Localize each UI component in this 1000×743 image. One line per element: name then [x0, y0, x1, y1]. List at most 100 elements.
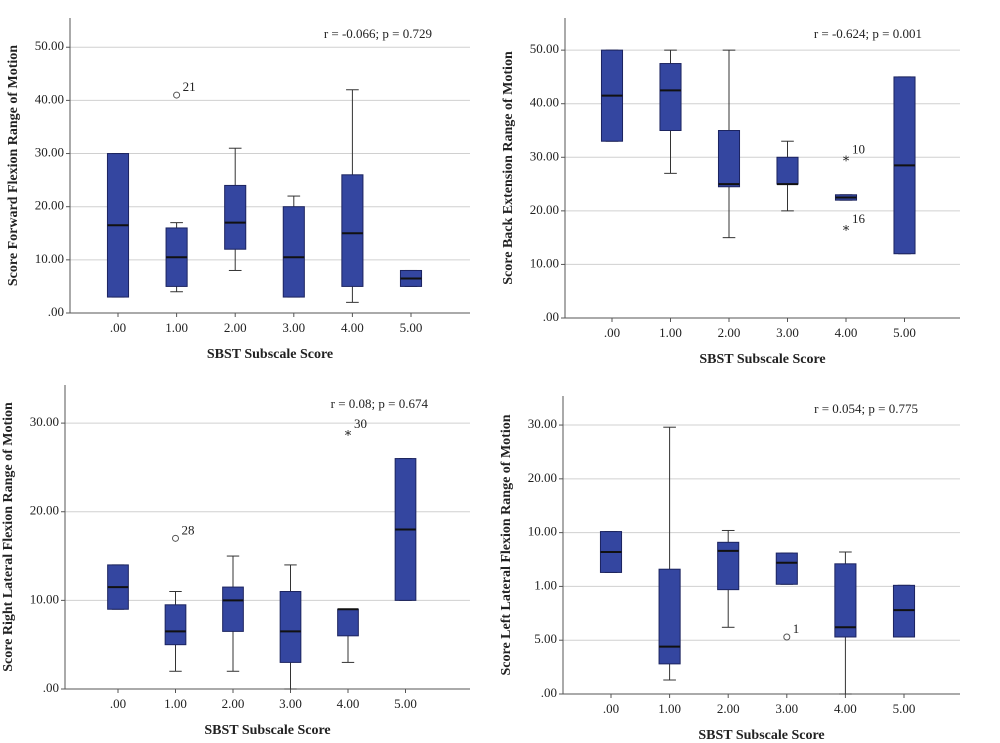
box — [834, 551, 857, 695]
box — [893, 76, 916, 255]
box-body — [164, 604, 187, 646]
x-axis-title: SBST Subscale Score — [699, 352, 825, 367]
annotation: r = -0.624; p = 0.001 — [814, 26, 922, 41]
y-tick-label: 10.00 — [35, 251, 64, 266]
x-tick-label: .00 — [603, 701, 619, 716]
x-tick-label: 3.00 — [775, 701, 798, 716]
y-tick-label: 50.00 — [35, 38, 64, 53]
x-tick-label: .00 — [110, 696, 126, 711]
x-tick-label: 3.00 — [776, 325, 799, 340]
outlier-label: 10 — [852, 141, 865, 156]
box — [394, 458, 417, 601]
y-tick-label: 20.00 — [528, 470, 557, 485]
y-tick-label: 30.00 — [530, 148, 559, 163]
y-axis-title: Score Left Lateral Flexion Range of Moti… — [499, 414, 514, 675]
y-tick-label: 20.00 — [30, 503, 59, 518]
box — [106, 153, 130, 298]
outlier: ∗ — [842, 220, 851, 235]
box — [776, 140, 799, 212]
x-axis-title: SBST Subscale Score — [204, 723, 330, 738]
x-tick-label: 4.00 — [834, 701, 857, 716]
y-axis-title: Score Forward Flexion Range of Motion — [6, 45, 21, 286]
outlier — [172, 534, 179, 542]
box-body — [282, 206, 305, 298]
y-axis-title: Score Right Lateral Flexion Range of Mot… — [1, 402, 16, 672]
x-tick-label: 5.00 — [394, 696, 417, 711]
y-tick-label: 40.00 — [530, 95, 559, 110]
y-tick-label: 30.00 — [35, 145, 64, 160]
annotation: r = -0.066; p = 0.729 — [324, 26, 432, 41]
y-tick-label: 20.00 — [530, 202, 559, 217]
box-body — [775, 552, 798, 585]
x-tick-label: 3.00 — [282, 320, 305, 335]
outlier: ∗ — [344, 425, 353, 440]
box — [717, 529, 740, 628]
outlier-label: 1 — [793, 621, 800, 636]
y-tick-label: 40.00 — [35, 91, 64, 106]
box — [659, 49, 682, 174]
box — [834, 194, 858, 201]
x-tick-label: 2.00 — [717, 701, 740, 716]
x-tick-label: 3.00 — [279, 696, 302, 711]
box — [107, 564, 129, 610]
outlier-label: 30 — [354, 416, 367, 431]
y-tick-label: 30.00 — [30, 414, 59, 429]
x-tick-label: 5.00 — [400, 320, 423, 335]
outlier-label: 28 — [182, 522, 195, 537]
x-tick-label: 5.00 — [893, 325, 916, 340]
box — [165, 222, 188, 293]
box-body — [337, 608, 359, 637]
box-body — [776, 156, 799, 185]
box-body — [224, 184, 247, 250]
y-tick-label: 10.00 — [530, 255, 559, 270]
box — [600, 49, 624, 142]
box-body — [279, 591, 302, 663]
box-body — [717, 541, 740, 591]
box-body — [892, 584, 916, 638]
box — [892, 584, 916, 638]
box-body — [717, 130, 741, 188]
x-tick-label: 4.00 — [337, 696, 360, 711]
box — [337, 608, 359, 663]
x-tick-label: 2.00 — [222, 696, 245, 711]
box — [399, 269, 423, 287]
box-body — [834, 563, 857, 638]
box-body — [658, 568, 681, 665]
x-tick-label: .00 — [604, 325, 620, 340]
y-tick-label: 5.00 — [534, 631, 557, 646]
y-tick-label: 30.00 — [528, 416, 557, 431]
x-tick-label: 1.00 — [658, 701, 681, 716]
outlier — [173, 91, 181, 99]
x-tick-label: 5.00 — [893, 701, 916, 716]
outlier — [783, 633, 791, 641]
x-tick-label: 4.00 — [341, 320, 364, 335]
y-tick-label: 50.00 — [530, 41, 559, 56]
y-axis-title: Score Back Extension Range of Motion — [501, 51, 516, 285]
box — [599, 531, 623, 573]
box — [658, 426, 681, 681]
box — [222, 555, 244, 672]
y-tick-label: 20.00 — [35, 198, 64, 213]
y-tick-label: 1.00 — [534, 577, 557, 592]
y-tick-label: .00 — [43, 680, 59, 695]
box — [164, 591, 187, 672]
box — [775, 552, 798, 585]
x-axis-title: SBST Subscale Score — [207, 347, 333, 362]
box-body — [659, 63, 682, 131]
x-axis-title: SBST Subscale Score — [698, 728, 824, 743]
x-tick-label: 4.00 — [835, 325, 858, 340]
y-tick-label: .00 — [48, 304, 64, 319]
outlier-label: 16 — [852, 211, 866, 226]
box — [341, 89, 364, 303]
box — [279, 564, 302, 690]
x-tick-label: 1.00 — [164, 696, 187, 711]
box — [717, 49, 741, 239]
x-tick-label: 2.00 — [718, 325, 741, 340]
y-tick-label: 10.00 — [528, 524, 557, 539]
box-body — [222, 586, 244, 632]
annotation: r = 0.054; p = 0.775 — [814, 401, 918, 416]
y-tick-label: 10.00 — [30, 591, 59, 606]
outlier: ∗ — [842, 150, 851, 165]
box — [224, 147, 247, 271]
y-tick-label: .00 — [543, 309, 559, 324]
